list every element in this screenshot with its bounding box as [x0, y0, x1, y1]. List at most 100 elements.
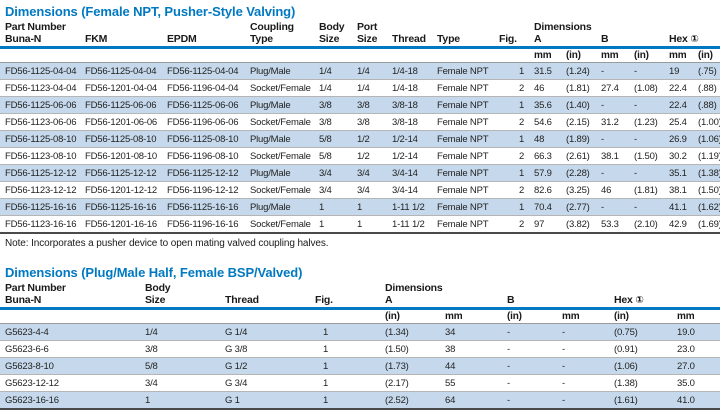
table-cell: 22.4	[667, 79, 696, 97]
table-cell: FD56-1125-06-06	[0, 96, 83, 114]
table-cell: -	[560, 391, 612, 410]
table-cell: (1.06)	[612, 357, 675, 375]
table-cell: (1.62)	[696, 198, 720, 216]
table-cell: 27.4	[599, 79, 632, 97]
column-header-dim-a: A	[383, 294, 443, 310]
table-cell: 2	[497, 79, 532, 97]
table-cell: Female NPT	[435, 147, 497, 165]
table-cell: 3/4	[317, 181, 355, 199]
table1-header-row-2: Buna-N FKM EPDM Type Size Size Thread Ty…	[0, 33, 720, 49]
table-cell: 35.6	[532, 96, 564, 114]
table-cell: 5/8	[143, 357, 223, 375]
column-header-buna-n: Buna-N	[0, 294, 143, 310]
table-cell: 5/8	[317, 147, 355, 165]
column-header-fig: Fig.	[313, 294, 383, 310]
table-cell: Female NPT	[435, 62, 497, 80]
table-cell: FD56-1125-06-06	[165, 96, 248, 114]
table-row: FD56-1125-08-10 FD56-1125-08-10 FD56-1125-…	[0, 130, 720, 148]
table-cell: -	[560, 357, 612, 375]
table-cell: 46	[532, 79, 564, 97]
table-cell: 1/4	[317, 62, 355, 80]
table-cell: 3/8	[143, 340, 223, 358]
footnote-1-icon: ①	[690, 34, 699, 45]
table-cell: 2	[497, 113, 532, 131]
units-spacer	[0, 47, 532, 63]
table-cell: G 1/2	[223, 357, 313, 375]
table-cell: -	[599, 130, 632, 148]
table2-header-row-1: Part Number Body Dimensions	[0, 282, 720, 294]
table-cell: Plug/Male	[248, 164, 317, 182]
table-cell: -	[599, 164, 632, 182]
column-header-thread: Thread	[390, 33, 435, 49]
column-header	[443, 294, 505, 310]
table-cell: (1.89)	[564, 130, 599, 148]
table-row: G5623-16-16 1 G 1 1 (2.52) 64- - (1.61) 41.0	[0, 391, 720, 410]
table-cell: 1/4	[317, 79, 355, 97]
table-cell: 22.4	[667, 96, 696, 114]
table-cell: 53.3	[599, 215, 632, 234]
table-row: G5623-4-4 1/4 G 1/4 1 (1.34) 34- - (0.75) 19.0	[0, 323, 720, 341]
table-cell: Socket/Female	[248, 113, 317, 131]
table-cell: FD56-1196-08-10	[165, 147, 248, 165]
column-header: Coupling	[250, 21, 294, 33]
column-header-dimensions: Dimensions	[534, 21, 592, 33]
table-cell: 3/4-14	[390, 181, 435, 199]
table-cell: 34	[443, 323, 505, 341]
table-cell: (2.52)	[383, 391, 443, 410]
column-header	[564, 33, 599, 49]
column-header-dimensions: Dimensions	[385, 282, 443, 294]
column-header	[560, 294, 612, 310]
hex-label: Hex	[669, 33, 688, 45]
table-cell: FD56-1125-12-12	[0, 164, 83, 182]
table-cell: FD56-1201-04-04	[83, 79, 165, 97]
table-cell: Plug/Male	[248, 198, 317, 216]
table-cell: FD56-1201-12-12	[83, 181, 165, 199]
table-cell: (1.81)	[632, 181, 667, 199]
table-cell: 1-11 1/2	[390, 198, 435, 216]
column-header	[560, 282, 612, 294]
table-cell: 27.0	[675, 357, 720, 375]
table-cell: (1.50)	[383, 340, 443, 358]
column-header	[696, 33, 720, 49]
table-cell: FD56-1125-12-12	[83, 164, 165, 182]
column-header-fkm: FKM	[83, 33, 165, 49]
table-cell: 23.0	[675, 340, 720, 358]
table-cell: 70.4	[532, 198, 564, 216]
column-header-buna-n: Buna-N	[0, 33, 83, 49]
table-cell: (1.19)	[696, 147, 720, 165]
table-cell: FD56-1201-06-06	[83, 113, 165, 131]
table-cell: (.88)	[696, 96, 720, 114]
table-cell: (.75)	[696, 62, 720, 80]
unit-label: (in)	[564, 47, 599, 63]
table-cell: FD56-1125-06-06	[83, 96, 165, 114]
table-cell: 3/4	[355, 181, 390, 199]
table-cell: 1	[313, 323, 383, 341]
table-cell: FD56-1125-12-12	[165, 164, 248, 182]
unit-label: (in)	[632, 47, 667, 63]
column-header: Part Number	[5, 282, 66, 294]
table1-header-row-1: Part Number Coupling Body Port Dimension…	[0, 21, 720, 33]
table1-title: Dimensions (Female NPT, Pusher-Style Val…	[5, 4, 296, 19]
table-cell: FD56-1125-08-10	[0, 130, 83, 148]
table-cell: 1	[313, 391, 383, 410]
column-header	[696, 21, 720, 33]
table-cell: -	[632, 62, 667, 80]
table-row: G5623-12-12 3/4 G 3/4 1 (2.17) 55- - (1.38) 35.0	[0, 374, 720, 392]
table-cell: 66.3	[532, 147, 564, 165]
table-cell: 1/2-14	[390, 130, 435, 148]
table-cell: 97	[532, 215, 564, 234]
table-cell: 35.0	[675, 374, 720, 392]
table-cell: FD56-1125-16-16	[83, 198, 165, 216]
table-cell: 1	[317, 215, 355, 234]
table-cell: -	[599, 62, 632, 80]
table-cell: G 3/8	[223, 340, 313, 358]
table-cell: FD56-1123-04-04	[0, 79, 83, 97]
unit-label: mm	[443, 308, 505, 324]
unit-label: mm	[667, 47, 696, 63]
table-cell: 1	[497, 164, 532, 182]
table-cell: 1	[143, 391, 223, 410]
table-cell: 31.2	[599, 113, 632, 131]
column-header-dim-a: A	[532, 33, 564, 49]
table-cell: -	[632, 96, 667, 114]
column-header	[443, 282, 505, 294]
